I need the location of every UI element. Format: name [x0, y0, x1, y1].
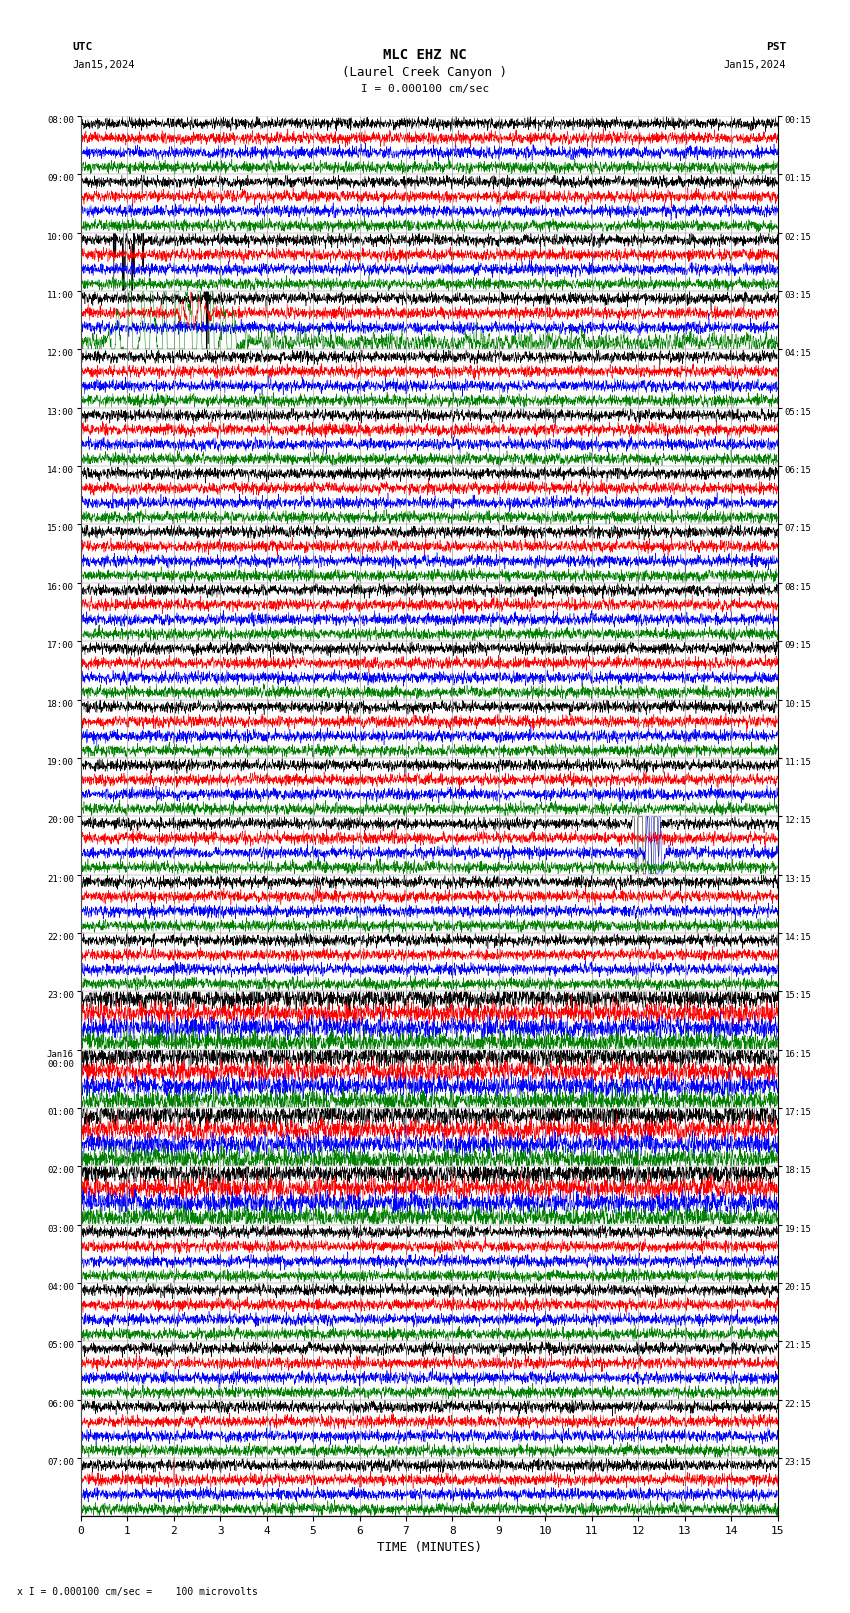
X-axis label: TIME (MINUTES): TIME (MINUTES): [377, 1542, 482, 1555]
Text: Jan15,2024: Jan15,2024: [72, 60, 135, 69]
Text: Jan15,2024: Jan15,2024: [723, 60, 786, 69]
Text: UTC: UTC: [72, 42, 93, 52]
Text: I = 0.000100 cm/sec: I = 0.000100 cm/sec: [361, 84, 489, 94]
Text: x I = 0.000100 cm/sec =    100 microvolts: x I = 0.000100 cm/sec = 100 microvolts: [17, 1587, 258, 1597]
Text: MLC EHZ NC: MLC EHZ NC: [383, 48, 467, 63]
Text: PST: PST: [766, 42, 786, 52]
Text: (Laurel Creek Canyon ): (Laurel Creek Canyon ): [343, 66, 507, 79]
